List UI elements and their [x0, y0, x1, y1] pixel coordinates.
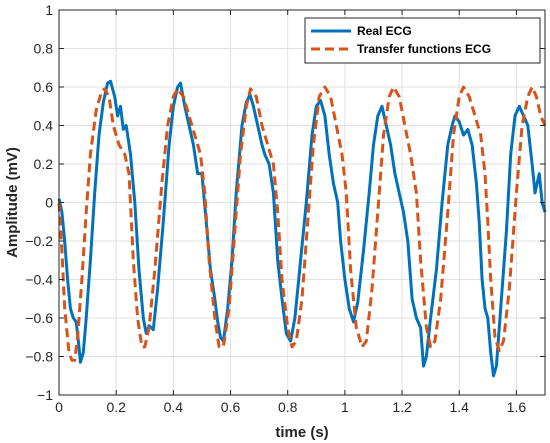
y-tick-label-3: −0.4 [25, 272, 53, 288]
x-tick-label-6: 1.2 [392, 399, 412, 415]
legend-label-real-ecg: Real ECG [357, 24, 412, 38]
y-tick-label-2: −0.6 [25, 310, 53, 326]
x-axis-label: time (s) [275, 424, 328, 441]
x-tick-label-0: 0 [55, 399, 63, 415]
series-layer [57, 79, 547, 378]
x-tick-label-5: 1 [341, 399, 349, 415]
y-tick-label-7: 0.4 [34, 118, 54, 134]
x-axis: 0 0.2 0.4 0.6 0.8 1 1.2 1.4 1.6 [55, 10, 526, 415]
y-tick-label-1: −0.8 [25, 349, 53, 365]
x-tick-label-3: 0.6 [221, 399, 241, 415]
y-axis: −1 −0.8 −0.6 −0.4 −0.2 0 0.2 0.4 0.6 0.8 1 [25, 2, 545, 403]
y-tick-label-6: 0.2 [34, 156, 54, 172]
y-tick-label-10: 1 [45, 2, 53, 18]
legend-box [304, 17, 541, 64]
y-tick-label-4: −0.2 [25, 233, 53, 249]
y-tick-label-8: 0.6 [34, 79, 54, 95]
x-tick-label-1: 0.2 [106, 399, 126, 415]
series-line-real-ecg [57, 79, 547, 378]
legend-label-transfer-functions-ecg: Transfer functions ECG [357, 42, 491, 56]
y-tick-label-0: −1 [37, 387, 53, 403]
y-axis-label: Amplitude (mV) [4, 147, 21, 258]
y-tick-label-9: 0.8 [34, 41, 54, 57]
x-tick-label-2: 0.4 [164, 399, 184, 415]
y-tick-label-5: 0 [45, 195, 53, 211]
series-line-transfer-functions-ecg [57, 85, 547, 362]
x-tick-label-7: 1.4 [450, 399, 470, 415]
x-tick-label-8: 1.6 [507, 399, 527, 415]
legend: Real ECG Transfer functions ECG [304, 17, 541, 64]
x-tick-label-4: 0.8 [278, 399, 298, 415]
